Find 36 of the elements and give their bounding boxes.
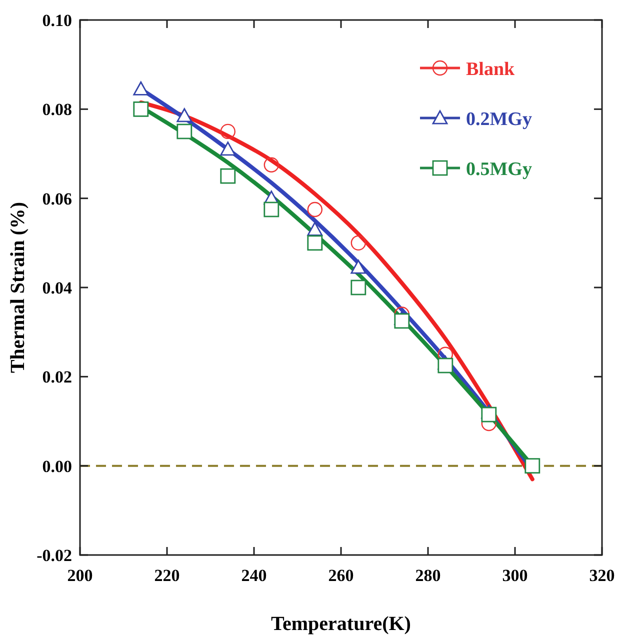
point [481, 406, 497, 422]
x-tick-label: 300 [502, 566, 528, 585]
point [307, 202, 322, 218]
x-tick-label: 220 [154, 566, 180, 585]
point [350, 235, 366, 251]
y-tick-label: 0.04 [42, 278, 72, 298]
point [176, 108, 192, 122]
point [524, 458, 540, 474]
point [307, 235, 323, 251]
x-axis-title: Temperature(K) [271, 613, 411, 635]
x-tick-label: 320 [589, 566, 615, 585]
x-tick-label: 260 [328, 566, 354, 585]
point [176, 124, 192, 140]
point [307, 222, 323, 236]
x-tick-label: 200 [67, 566, 93, 585]
y-tick-label: -0.02 [36, 546, 72, 565]
legend-label: 0.2MGy [466, 109, 532, 130]
point [350, 260, 366, 274]
point [394, 313, 410, 329]
y-tick-label: 0.06 [42, 189, 72, 208]
y-tick-label: 0.00 [42, 456, 72, 476]
legend-label: 0.5MGy [466, 159, 532, 180]
point [220, 142, 236, 156]
y-tick-label: 0.02 [42, 368, 72, 387]
x-tick-label: 280 [415, 566, 441, 585]
point [264, 157, 279, 172]
legend-label: Blank [466, 59, 516, 80]
x-tick-label: 240 [241, 566, 267, 585]
point [220, 124, 236, 140]
point [438, 358, 454, 374]
y-tick-label: 0.08 [42, 100, 72, 120]
point [133, 101, 149, 117]
point [264, 202, 280, 218]
y-tick-label: 0.10 [42, 11, 72, 30]
y-axis-title: Thermal Strain (%) [7, 202, 29, 374]
point [133, 81, 149, 96]
